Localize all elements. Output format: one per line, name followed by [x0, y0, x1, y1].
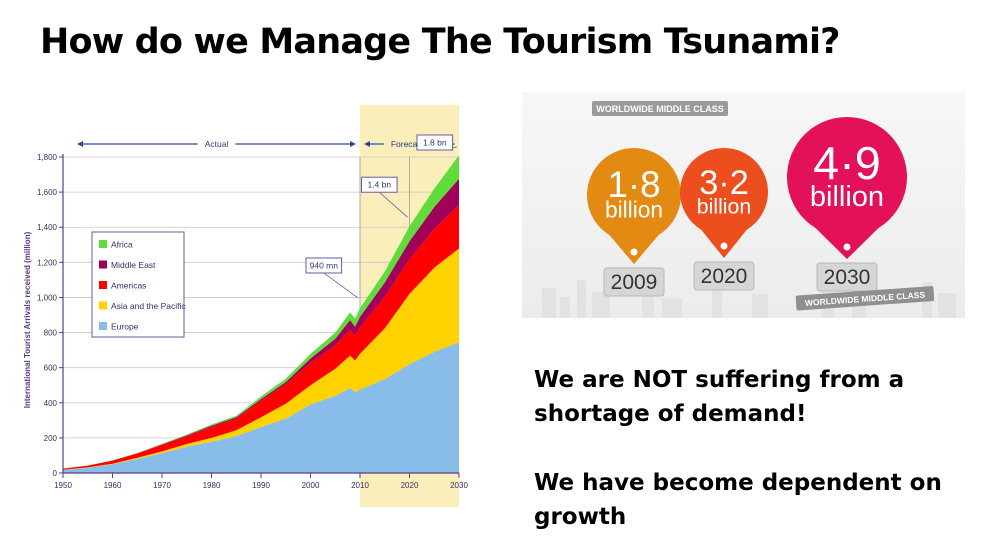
legend-label: Europe	[111, 322, 139, 332]
actual-annotation-label: Actual	[205, 139, 229, 149]
legend-label: Middle East	[111, 260, 156, 270]
x-tick-label: 1980	[203, 481, 221, 490]
y-tick-label: 1,000	[37, 293, 58, 302]
y-tick-label: 1,400	[37, 223, 58, 232]
callout-1-4bn-label: 1.4 bn	[367, 180, 391, 190]
legend-swatch	[99, 260, 107, 269]
year-plate	[603, 267, 665, 297]
pin-unit: billion	[810, 181, 884, 213]
callout-1-4bn-leader	[379, 191, 408, 218]
year-label: 2009	[611, 271, 658, 294]
x-tick-label: 2020	[401, 481, 419, 490]
legend-box	[91, 231, 185, 338]
y-tick-label: 600	[44, 364, 58, 373]
pin-dot	[630, 248, 638, 256]
middle-class-infographic: WORLDWIDE MIDDLE CLASS 1·8 billion 2009 3·2…	[522, 92, 965, 318]
callout-940mn-label: 940 mn	[310, 260, 339, 270]
y-tick-label: 1,200	[37, 258, 58, 267]
chart-legend: Africa Middle East Americas Asia and the Pa…	[91, 231, 186, 338]
y-tick-label: 1,600	[37, 188, 58, 197]
header-label: WORLDWIDE MIDDLE CLASS	[596, 104, 724, 114]
x-tick-label: 1950	[54, 481, 72, 490]
y-tick-label: 1,800	[37, 153, 58, 162]
forecast-annotation-label: Forecasts	[391, 139, 428, 149]
slide-title: How do we Manage The Tourism Tsunami?	[40, 22, 840, 62]
legend-swatch	[99, 301, 107, 310]
actual-annotation-arrowhead	[350, 141, 356, 147]
y-axis-label: International Tourist Arrivals received …	[23, 231, 32, 408]
actual-annotation-arrowhead	[77, 141, 83, 147]
x-tick-label: 1990	[252, 481, 270, 490]
chart-areas	[63, 155, 459, 473]
area-americas	[63, 204, 459, 470]
pin-value: 4·9	[813, 137, 881, 189]
pins: 1·8billion20093·2billion20204·9billion20…	[587, 117, 907, 297]
callout-940mn-box	[305, 257, 343, 274]
header-label-tag: WORLDWIDE MIDDLE CLASS	[592, 101, 728, 116]
x-tick-label: 2030	[450, 481, 468, 490]
year-plate	[816, 262, 878, 292]
statement-demand: We are NOT suffering from a shortage of …	[534, 367, 905, 427]
x-tick-label: 2010	[351, 481, 369, 490]
year-label: 2020	[701, 265, 748, 288]
chart-axes: 0 200 400 600 800 1,000 1,200 1,400 1,600 1,800 19…	[23, 153, 468, 490]
y-tick-label: 0	[53, 469, 58, 478]
forecast-annotation-arrowhead	[364, 141, 370, 147]
pin-dot	[843, 243, 851, 251]
x-tick-label: 1970	[153, 481, 171, 490]
tourist-arrivals-chart: 0 200 400 600 800 1,000 1,200 1,400 1,600 1,800 19…	[23, 105, 468, 507]
statement-growth: We have become dependent on growth	[534, 470, 942, 530]
pin-marker	[587, 147, 681, 264]
pin-unit: billion	[605, 197, 663, 223]
pin-marker	[787, 117, 907, 259]
x-tick-label: 1960	[104, 481, 122, 490]
y-tick-label: 200	[44, 434, 58, 443]
legend-label: Americas	[111, 281, 146, 291]
area-europe	[63, 342, 459, 473]
legend-swatch	[99, 322, 107, 330]
pin-unit: billion	[697, 194, 751, 218]
footer-label-tag: WORLDWIDE MIDDLE CLASS	[795, 286, 935, 311]
x-tick-label: 2000	[302, 481, 320, 490]
legend-swatch	[99, 281, 107, 289]
pin-value: 1·8	[608, 164, 661, 205]
year-plate	[693, 261, 755, 291]
legend-swatch	[99, 240, 107, 248]
pin-value: 3·2	[699, 164, 749, 202]
legend-label: Africa	[111, 240, 133, 250]
pin-marker	[680, 148, 768, 258]
legend-label: Asia and the Pacific	[111, 301, 186, 311]
callout-1-8bn-box	[416, 134, 454, 151]
y-tick-label: 800	[44, 329, 58, 338]
callout-940mn-leader	[323, 272, 359, 299]
year-label: 2030	[824, 266, 871, 289]
area-asia-and-the-pacific	[63, 248, 459, 470]
y-tick-label: 400	[44, 399, 58, 408]
callout-1-4bn-box	[361, 176, 398, 193]
callout-1-8bn-label: 1.8 bn	[423, 138, 447, 148]
chart-annotations: Actual Forecasts 940 mn 1.4 bn 1.8 bn	[77, 134, 458, 299]
pin-dot	[720, 242, 728, 250]
